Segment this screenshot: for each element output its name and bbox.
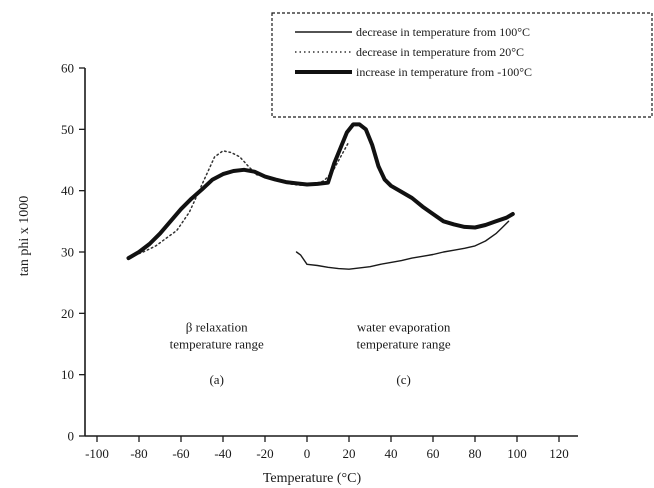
x-tick-label: 0 (304, 446, 311, 461)
annotation-line: water evaporation (357, 320, 451, 335)
chart-series (126, 122, 515, 270)
legend-label: decrease in temperature from 20°C (356, 45, 524, 59)
annotation-line: (a) (209, 372, 223, 387)
chart-axes (84, 68, 578, 437)
series-decrease-from-100-line (295, 220, 510, 270)
legend-entries: decrease in temperature from 100°C decrea… (295, 25, 532, 79)
x-tick-label: -20 (256, 446, 273, 461)
annotation-line: (c) (396, 372, 410, 387)
series-decrease-from-20-line (134, 140, 350, 256)
y-tick-label: 60 (61, 61, 74, 76)
series-increase-from-minus-100-line (126, 122, 515, 261)
annotation-line: temperature range (356, 337, 450, 352)
chart-ticks: -100 -80 -60 -40 -20 0 20 40 60 80 100 120 0 10 20 30 40… (61, 61, 569, 462)
x-tick-label: 100 (507, 446, 527, 461)
annotation-line: β relaxation (186, 320, 248, 335)
y-tick-label: 20 (61, 306, 74, 321)
annotation-text: β relaxation temperature range (170, 320, 264, 352)
legend-box (271, 12, 653, 118)
annotation-text: (c) (396, 372, 410, 387)
annotation-line: temperature range (170, 337, 264, 352)
x-tick-label: 40 (385, 446, 398, 461)
y-tick-label: 40 (61, 183, 74, 198)
x-tick-label: -80 (130, 446, 147, 461)
legend-label: increase in temperature from -100°C (356, 65, 532, 79)
chart-annotations: β relaxation temperature range (a) water ev… (170, 320, 451, 387)
y-axis-title: tan phi x 1000 (17, 196, 32, 277)
x-tick-label: 60 (427, 446, 440, 461)
y-tick-label: 0 (68, 429, 75, 444)
annotation-text: water evaporation temperature range (356, 320, 450, 352)
x-tick-label: -100 (85, 446, 109, 461)
x-tick-label: -40 (214, 446, 231, 461)
x-tick-label: 120 (549, 446, 569, 461)
y-tick-label: 10 (61, 367, 74, 382)
annotation-text: (a) (209, 372, 223, 387)
x-tick-label: 20 (343, 446, 356, 461)
y-tick-label: 50 (61, 122, 74, 137)
y-tick-label: 30 (61, 245, 74, 260)
legend: decrease in temperature from 100°C decrea… (271, 12, 653, 118)
legend-label: decrease in temperature from 100°C (356, 25, 530, 39)
x-tick-label: -60 (172, 446, 189, 461)
x-tick-label: 80 (469, 446, 482, 461)
x-axis-title: Temperature (°C) (263, 471, 362, 486)
